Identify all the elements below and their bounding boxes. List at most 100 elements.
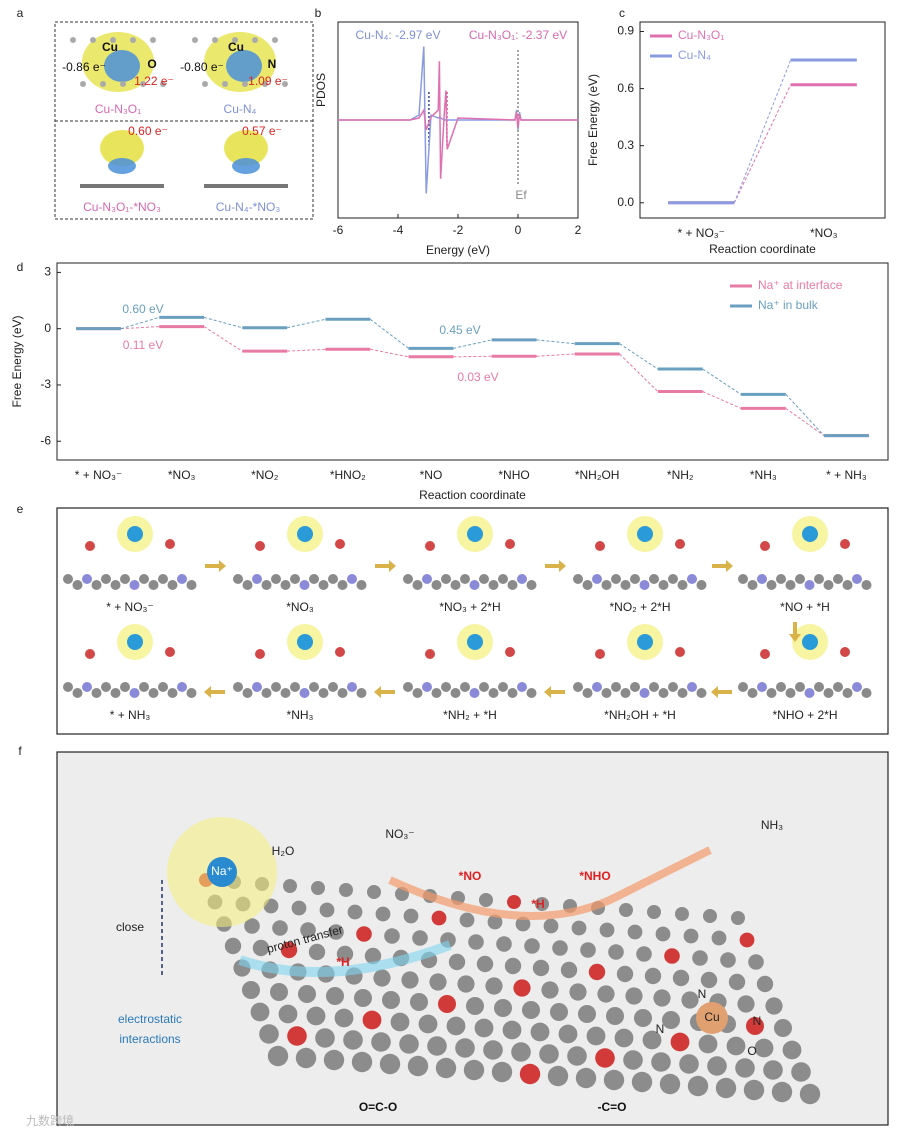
atom xyxy=(158,682,168,692)
atom xyxy=(675,647,685,657)
carbon-atom xyxy=(272,920,288,936)
atom xyxy=(100,81,106,87)
panel-e-box xyxy=(56,507,889,735)
carbon-atom xyxy=(491,1061,513,1083)
carbon-atom xyxy=(664,948,680,964)
carbon-atom xyxy=(743,1079,765,1101)
connector xyxy=(619,343,659,370)
atom xyxy=(747,688,758,698)
connector xyxy=(733,59,792,203)
carbon-atom xyxy=(401,971,419,989)
panel-f-label: Na⁺ xyxy=(211,864,233,878)
atom xyxy=(611,574,621,584)
carbon-atom xyxy=(298,985,316,1003)
carbon-atom xyxy=(356,926,372,942)
atom xyxy=(120,574,130,584)
atom xyxy=(290,574,300,584)
atom xyxy=(356,580,367,590)
atom xyxy=(517,682,527,692)
y-tick-label: 0.0 xyxy=(617,195,634,209)
carbon-atom xyxy=(659,1073,681,1095)
carbon-atom xyxy=(746,1017,764,1035)
x-tick-label: *NO xyxy=(420,468,443,482)
carbon-atom xyxy=(336,945,354,963)
x-tick-label: 0 xyxy=(515,223,522,237)
atom xyxy=(261,580,272,590)
y-tick-label: 0.3 xyxy=(617,138,634,152)
atom xyxy=(177,682,187,692)
carbon-atom xyxy=(455,1038,475,1058)
atom xyxy=(450,688,461,698)
atom xyxy=(242,81,248,87)
atom xyxy=(232,37,238,43)
atom xyxy=(757,574,767,584)
annotation: 0.03 eV xyxy=(457,370,498,384)
connector xyxy=(203,326,243,352)
step-label: *NH₃ xyxy=(287,708,314,722)
carbon-atom xyxy=(412,930,428,946)
x-tick-label: -2 xyxy=(453,223,464,237)
sodium-ion xyxy=(297,526,313,542)
carbon-atom xyxy=(731,911,745,925)
pdos-line xyxy=(338,61,578,179)
sodium-ion xyxy=(467,634,483,650)
atom xyxy=(110,688,121,698)
carbon-atom xyxy=(580,942,596,958)
carbon-atom xyxy=(524,938,540,954)
carbon-atom xyxy=(496,936,512,952)
carbon-atom xyxy=(687,1075,709,1097)
x-axis-label: Reaction coordinate xyxy=(709,242,816,256)
carbon-atom xyxy=(431,910,447,926)
panel-f-label: -C=O xyxy=(597,1100,626,1114)
carbon-atom xyxy=(270,983,288,1001)
panel-letter: c xyxy=(619,6,625,20)
carbon-atom xyxy=(308,943,326,961)
panel-a-label: N xyxy=(268,57,277,71)
carbon-atom xyxy=(530,1022,550,1042)
plot-frame xyxy=(639,21,886,219)
annotation: Ef xyxy=(515,188,527,202)
carbon-atom xyxy=(547,1065,569,1087)
panel-a-label: -0.86 e⁻ xyxy=(62,60,106,74)
x-tick-label: 2 xyxy=(575,223,582,237)
sodium-ion xyxy=(802,634,818,650)
carbon-atom xyxy=(623,1050,643,1070)
step-label: *NH₂OH + *H xyxy=(604,708,676,722)
arrow xyxy=(711,686,732,698)
atom xyxy=(668,682,678,692)
atom xyxy=(261,688,272,698)
x-tick-label: *NO₃ xyxy=(168,468,196,482)
atom xyxy=(139,682,149,692)
atom xyxy=(335,539,345,549)
charge-density xyxy=(100,130,144,166)
y-axis-label: Free Energy (eV) xyxy=(10,315,24,407)
atom xyxy=(101,574,111,584)
carbon-atom xyxy=(636,946,652,962)
arrow xyxy=(375,560,396,572)
carbon-atom xyxy=(683,928,699,944)
atom xyxy=(526,688,537,698)
carbon-atom xyxy=(726,1036,746,1056)
carbon-atom xyxy=(588,963,606,981)
panel-a-label: Cu xyxy=(228,40,244,54)
connector xyxy=(785,393,825,436)
atom xyxy=(202,81,208,87)
carbon-atom xyxy=(479,893,493,907)
atom xyxy=(148,580,159,590)
atom xyxy=(82,682,92,692)
carbon-atom xyxy=(311,881,325,895)
x-tick-label: -4 xyxy=(393,223,404,237)
carbon-atom xyxy=(627,924,643,940)
carbon-atom xyxy=(763,1060,783,1080)
atom xyxy=(498,574,508,584)
carbon-atom xyxy=(367,885,381,899)
connector xyxy=(785,407,825,437)
atom xyxy=(165,539,175,549)
panel-a-label: 1.09 e⁻ xyxy=(248,74,288,88)
atom xyxy=(422,682,432,692)
carbon-atom xyxy=(379,1053,401,1075)
carbon-atom xyxy=(244,918,260,934)
atom xyxy=(272,37,278,43)
carbon-atom xyxy=(291,900,307,916)
connector xyxy=(453,355,492,358)
